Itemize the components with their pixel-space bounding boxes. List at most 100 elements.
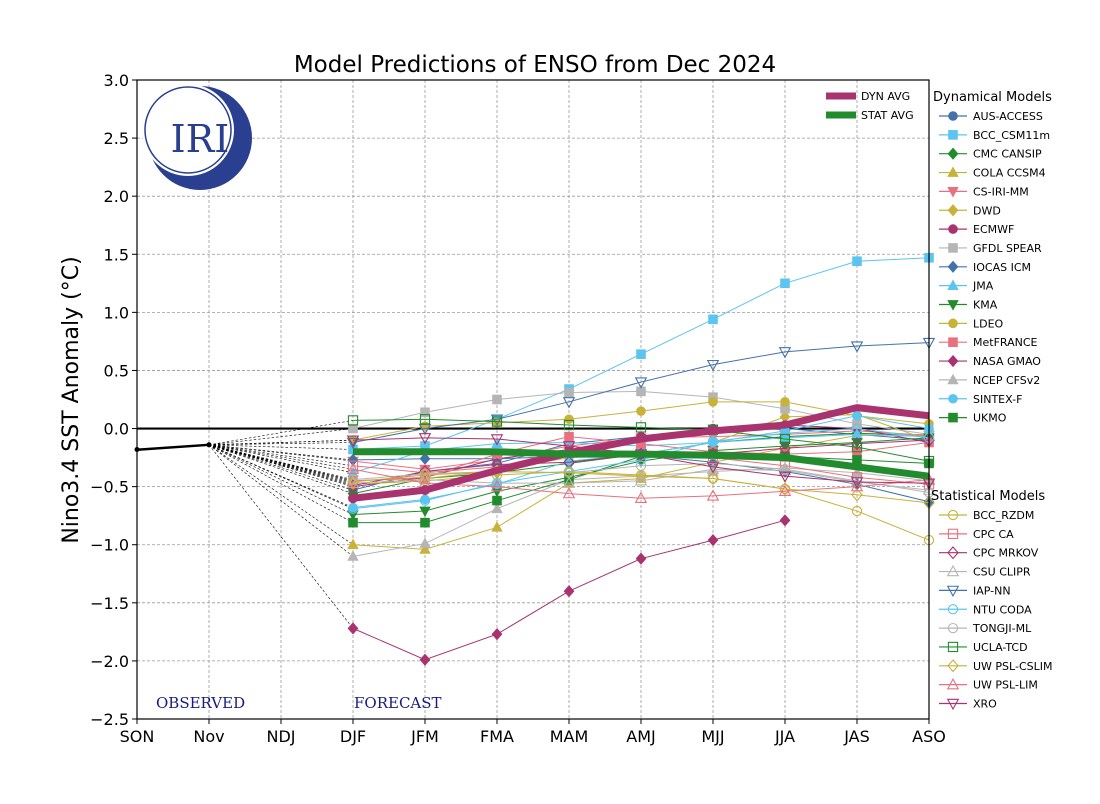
y-tick-label: 3.0 <box>104 71 129 90</box>
legend-item-jma: JMA <box>939 279 994 293</box>
data-point <box>850 341 864 353</box>
legend-label: GFDL SPEAR <box>973 242 1042 255</box>
data-point <box>419 495 431 506</box>
legend-label-stat-avg: STAT AVG <box>861 109 914 122</box>
data-point <box>491 416 503 427</box>
statistical-legend: BCC_RZDM CPC CA CPC MRKOV CSU CLIPR IAP-NN NT… <box>939 509 1052 711</box>
data-point <box>779 441 791 455</box>
connector-cmc-cansip <box>208 444 354 494</box>
legend-label: ECMWF <box>973 223 1014 236</box>
y-tick-label: 2.0 <box>104 187 129 206</box>
legend-label: CSU CLIPR <box>973 566 1031 579</box>
data-point <box>851 475 863 486</box>
dynamical-legend-title: Dynamical Models <box>933 90 1052 105</box>
data-point <box>635 552 647 565</box>
data-point <box>851 488 863 502</box>
connector-nasa-gmao <box>208 444 354 629</box>
legend-label: MetFRANCE <box>973 336 1038 349</box>
series-line <box>352 471 930 504</box>
legend-label: BCC_CSM11m <box>973 129 1050 142</box>
legend-marker <box>948 243 958 253</box>
data-point <box>636 349 646 359</box>
y-tick-label: −2.5 <box>90 710 129 729</box>
observed-line <box>136 443 210 452</box>
legend-item-metfrance: MetFRANCE <box>939 336 1038 349</box>
series-bcc-csm11m <box>348 252 934 455</box>
legend-marker <box>946 698 960 711</box>
legend-item-ucla-tcd: UCLA-TCD <box>939 641 1028 654</box>
data-point <box>347 550 359 561</box>
data-point <box>419 653 431 666</box>
legend-marker <box>947 187 959 198</box>
logo-text: IRI <box>171 117 230 161</box>
connector-ucla-tcd <box>208 420 354 446</box>
legend-label: NCEP CFSv2 <box>973 374 1040 387</box>
connector-jma <box>208 444 354 473</box>
data-point <box>347 415 359 426</box>
legend-label: TONGJI-ML <box>972 622 1032 635</box>
connector-layer <box>208 420 354 629</box>
data-point <box>347 453 359 467</box>
connector-ntu-coda <box>208 444 354 509</box>
legend-marker <box>948 412 958 423</box>
observed-label: OBSERVED <box>156 694 245 712</box>
connector-cola-ccsm4 <box>208 444 354 545</box>
observed-point <box>206 442 212 448</box>
data-point <box>492 394 502 405</box>
average-line-dyn-avg <box>352 404 930 502</box>
data-point <box>707 436 719 447</box>
legend-item-gfdl-spear: GFDL SPEAR <box>939 242 1042 255</box>
y-tick-label: 1.0 <box>104 303 129 322</box>
data-point <box>564 474 574 485</box>
data-point <box>564 387 574 398</box>
x-tick-label: Nov <box>193 727 224 746</box>
data-point <box>418 423 432 436</box>
forecast-label: FORECAST <box>354 694 442 712</box>
data-point <box>490 414 504 426</box>
data-point <box>348 423 358 434</box>
legend-marker <box>947 528 959 539</box>
legend-item-uw-psl-lim: UW PSL-LIM <box>939 677 1038 692</box>
legend-marker <box>947 300 959 311</box>
data-point <box>347 503 359 514</box>
observed-layer <box>134 442 212 452</box>
x-tick-label: JAS <box>843 727 870 746</box>
legend-marker <box>947 279 959 291</box>
legend-item-cpc-ca: CPC CA <box>939 528 1014 541</box>
legend-marker <box>947 260 959 273</box>
data-point <box>418 473 432 485</box>
data-point <box>347 460 359 471</box>
data-point <box>419 537 431 548</box>
x-tick-label: NDJ <box>266 727 295 746</box>
data-point <box>851 441 863 453</box>
series-line <box>352 462 930 493</box>
data-point <box>491 521 503 532</box>
data-point <box>852 410 862 421</box>
data-point <box>707 533 719 547</box>
dynamical-legend: AUS-ACCESS BCC_CSM11m CMC CANSIP COLA CCSM4… <box>939 110 1050 425</box>
x-tick-label: MAM <box>550 727 589 746</box>
legend-label: NTU CODA <box>973 603 1032 616</box>
legend-marker <box>947 373 959 385</box>
data-point <box>490 479 504 492</box>
legend-marker <box>948 393 958 404</box>
data-point <box>491 628 503 641</box>
data-point <box>636 406 646 416</box>
legend-item-kma: KMA <box>939 299 998 312</box>
legend-item-cs-iri-mm: CS-IRI-MM <box>939 185 1029 198</box>
legend-marker <box>948 111 958 121</box>
series-line <box>352 418 930 462</box>
data-point <box>635 469 647 483</box>
legend-item-ncep-cfsv2: NCEP CFSv2 <box>939 373 1040 387</box>
average-line-stat-avg <box>353 448 930 480</box>
data-point <box>564 431 574 442</box>
legend-label: DWD <box>973 204 1001 217</box>
data-point <box>778 484 792 496</box>
x-tick-label: ASO <box>912 727 946 746</box>
chart-title: Model Predictions of ENSO from Dec 2024 <box>294 52 776 78</box>
legend-marker <box>948 337 958 347</box>
data-point <box>420 517 430 528</box>
axis-layer: 3.0 2.5 2.0 1.5 1.0 0.5 0.0 −0.5 −1.0 −1.5 −2.0 −2.… <box>90 71 946 746</box>
data-point <box>347 622 359 635</box>
data-point <box>492 495 502 506</box>
